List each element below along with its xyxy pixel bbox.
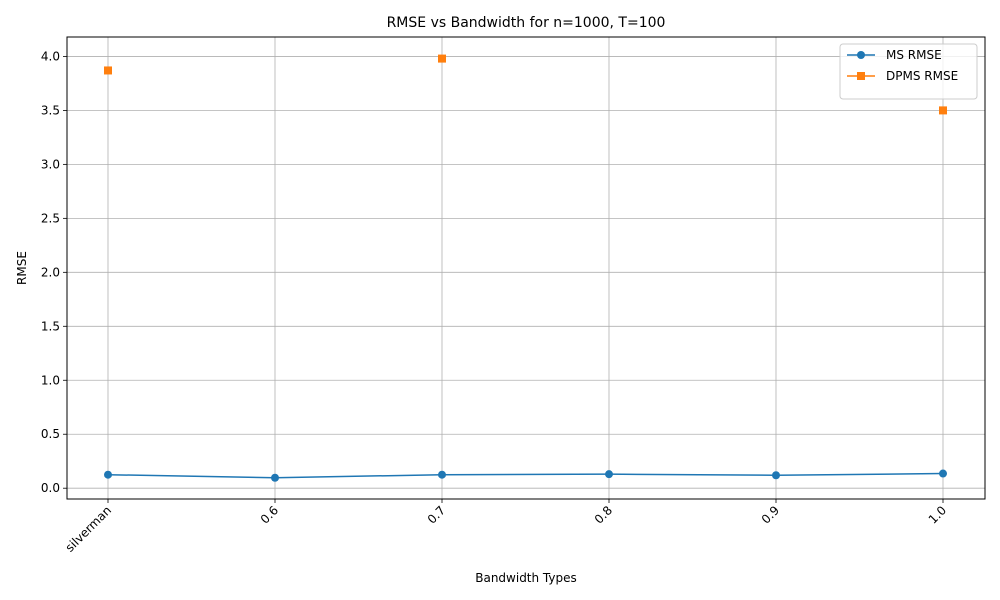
data-point bbox=[772, 471, 780, 480]
y-tick-label: 3.0 bbox=[41, 157, 60, 171]
data-point bbox=[939, 469, 947, 478]
legend-dpms-marker bbox=[857, 72, 865, 80]
x-axis-label: Bandwidth Types bbox=[475, 571, 577, 585]
y-tick-label: 1.5 bbox=[41, 319, 60, 333]
grid bbox=[67, 37, 985, 499]
y-tick-label: 2.5 bbox=[41, 211, 60, 225]
y-tick-label: 3.5 bbox=[41, 103, 60, 117]
legend-dpms-label: DPMS RMSE bbox=[886, 69, 958, 83]
data-point bbox=[104, 470, 112, 479]
legend-ms-marker bbox=[857, 51, 865, 59]
data-point bbox=[271, 473, 279, 482]
legend-ms-label: MS RMSE bbox=[886, 48, 942, 62]
y-tick-label: 2.0 bbox=[41, 265, 60, 279]
data-point bbox=[104, 66, 112, 75]
legend: MS RMSE DPMS RMSE bbox=[839, 43, 978, 100]
data-point bbox=[605, 470, 613, 479]
data-point bbox=[438, 54, 446, 63]
y-tick-label: 0.5 bbox=[41, 427, 60, 441]
y-tick-label: 1.0 bbox=[41, 373, 60, 387]
legend-frame bbox=[839, 43, 978, 100]
y-axis-ticks: 0.0 0.5 1.0 1.5 2.0 2.5 3.0 3.5 4.0 bbox=[41, 49, 67, 495]
y-tick-label: 0.0 bbox=[41, 481, 60, 495]
y-axis-label: RMSE bbox=[15, 251, 29, 285]
data-point bbox=[939, 106, 947, 115]
series-layer bbox=[104, 54, 947, 482]
series-line-0 bbox=[107, 472, 944, 479]
y-tick-label: 4.0 bbox=[41, 49, 60, 63]
chart-title: RMSE vs Bandwidth for n=1000, T=100 bbox=[387, 15, 666, 31]
plot-frame bbox=[66, 36, 986, 500]
data-point bbox=[438, 470, 446, 479]
